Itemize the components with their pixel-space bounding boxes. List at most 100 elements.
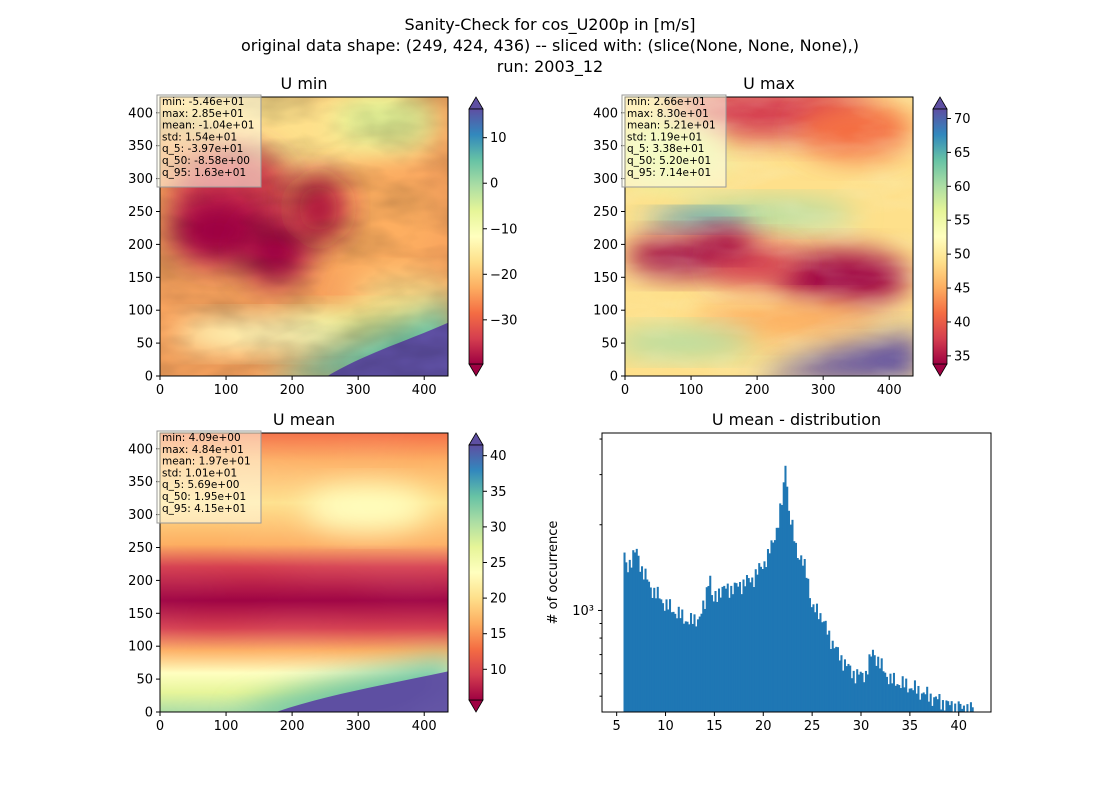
histogram-bar bbox=[966, 704, 969, 712]
histogram-bar bbox=[887, 684, 890, 712]
histogram-bar bbox=[912, 690, 915, 712]
colorbar-extend-max bbox=[468, 432, 484, 446]
histogram-bar bbox=[740, 594, 743, 712]
histogram-bar bbox=[688, 624, 691, 712]
histogram-bar bbox=[845, 666, 848, 712]
histogram-bar bbox=[924, 694, 927, 712]
histogram-bar bbox=[637, 555, 640, 712]
figure-title-line-3: run: 2003_12 bbox=[497, 57, 603, 77]
histogram-bar bbox=[852, 670, 855, 712]
histogram-bar bbox=[627, 572, 630, 712]
stats-line: q_95: 4.15e+01 bbox=[162, 503, 246, 515]
histogram-bar bbox=[901, 676, 904, 712]
histogram-bar bbox=[693, 614, 696, 712]
histogram-bar bbox=[945, 700, 948, 712]
histogram-bar bbox=[714, 590, 717, 712]
histogram-bar bbox=[868, 654, 871, 712]
histogram-bar bbox=[948, 705, 951, 712]
histogram-bar bbox=[698, 616, 701, 712]
x-tick-label: 0 bbox=[621, 383, 629, 398]
panel-title: U min bbox=[281, 74, 328, 93]
histogram-bar bbox=[691, 623, 694, 712]
histogram-bar bbox=[640, 566, 644, 712]
stats-line: min: -5.46e+01 bbox=[162, 96, 244, 108]
histogram-bar bbox=[850, 678, 853, 712]
histogram-bar bbox=[696, 619, 700, 712]
histogram-bar bbox=[663, 610, 666, 712]
histogram-bar bbox=[630, 567, 633, 712]
stats-line: q_95: 7.14e+01 bbox=[627, 167, 711, 179]
histogram-bar bbox=[833, 648, 836, 712]
histogram-bar bbox=[742, 579, 745, 712]
histogram-bar bbox=[766, 549, 770, 712]
y-tick-label: 100 bbox=[128, 304, 153, 319]
histogram-bar bbox=[873, 655, 876, 712]
stats-line: max: 4.84e+01 bbox=[162, 444, 244, 456]
x-tick-label: 35 bbox=[902, 719, 919, 734]
histogram-bar bbox=[808, 598, 812, 712]
histogram-bar bbox=[642, 579, 645, 712]
histogram-bar bbox=[931, 705, 934, 712]
x-tick-label: 15 bbox=[706, 719, 723, 734]
colorbar-tick-label: 60 bbox=[954, 180, 971, 195]
histogram-bar bbox=[922, 692, 925, 712]
histogram-bar bbox=[815, 603, 818, 712]
stats-line: min: 2.66e+01 bbox=[627, 96, 706, 108]
histogram-bar bbox=[943, 710, 946, 712]
histogram-bar bbox=[826, 634, 829, 712]
histogram-bar bbox=[633, 552, 637, 712]
colorbar-tick-label: −10 bbox=[490, 222, 517, 237]
y-tick-label: 200 bbox=[128, 574, 153, 589]
y-tick-label: 0 bbox=[145, 370, 153, 385]
histogram-bar bbox=[807, 578, 810, 712]
histogram-bar bbox=[749, 582, 752, 712]
histogram-bar bbox=[959, 703, 962, 712]
colorbar-tick-label: 25 bbox=[490, 556, 507, 571]
x-tick-label: 300 bbox=[811, 383, 836, 398]
histogram-bar bbox=[843, 659, 846, 712]
stats-line: q_50: -8.58e+00 bbox=[162, 155, 250, 167]
histogram-bar bbox=[751, 577, 754, 712]
histogram-bar bbox=[628, 559, 631, 712]
histogram-bar bbox=[660, 599, 663, 712]
colorbar-tick-label: 20 bbox=[490, 592, 507, 607]
histogram-bar bbox=[971, 707, 974, 712]
histogram-bar bbox=[770, 540, 773, 712]
histogram-bar bbox=[668, 599, 672, 712]
colorbar-tick-label: 40 bbox=[954, 315, 971, 330]
histogram-bar bbox=[681, 609, 684, 712]
histogram-bar bbox=[644, 568, 647, 712]
histogram-bar bbox=[710, 595, 714, 712]
x-tick-label: 300 bbox=[346, 719, 371, 734]
histogram-bar bbox=[735, 583, 738, 712]
histogram-bar bbox=[929, 693, 932, 712]
histogram-bar bbox=[882, 671, 885, 712]
histogram-bar bbox=[969, 702, 972, 712]
histogram-bar bbox=[674, 613, 677, 712]
histogram-bar bbox=[721, 586, 724, 712]
y-tick-label: 100 bbox=[593, 304, 618, 319]
histogram-bar bbox=[658, 598, 661, 712]
colorbar-extend-max bbox=[468, 96, 484, 110]
histogram-bar bbox=[786, 486, 789, 712]
histogram-bar bbox=[765, 567, 768, 712]
x-tick-label: 5 bbox=[613, 719, 621, 734]
stats-line: q_5: 3.38e+01 bbox=[627, 143, 704, 155]
histogram-bar bbox=[632, 550, 635, 712]
histogram-bar bbox=[653, 587, 656, 712]
histogram-u-mean: U mean - distribution 5 10 15 20 25 30 35 40 10³ #… bbox=[546, 410, 992, 734]
histogram-bar bbox=[880, 658, 883, 712]
axes-frame bbox=[624, 96, 914, 377]
colorbar-scale bbox=[468, 108, 484, 365]
histogram-bar bbox=[919, 699, 922, 712]
histogram-bar bbox=[800, 555, 803, 712]
histogram-bar bbox=[763, 561, 766, 712]
histogram-bar bbox=[933, 697, 936, 712]
histogram-bar bbox=[854, 683, 857, 712]
stats-line: min: 4.09e+00 bbox=[162, 432, 241, 444]
stats-line: q_5: -3.97e+01 bbox=[162, 143, 243, 155]
x-tick-label: 0 bbox=[156, 383, 164, 398]
histogram-bar bbox=[672, 611, 675, 712]
panel-title: U max bbox=[743, 74, 795, 93]
